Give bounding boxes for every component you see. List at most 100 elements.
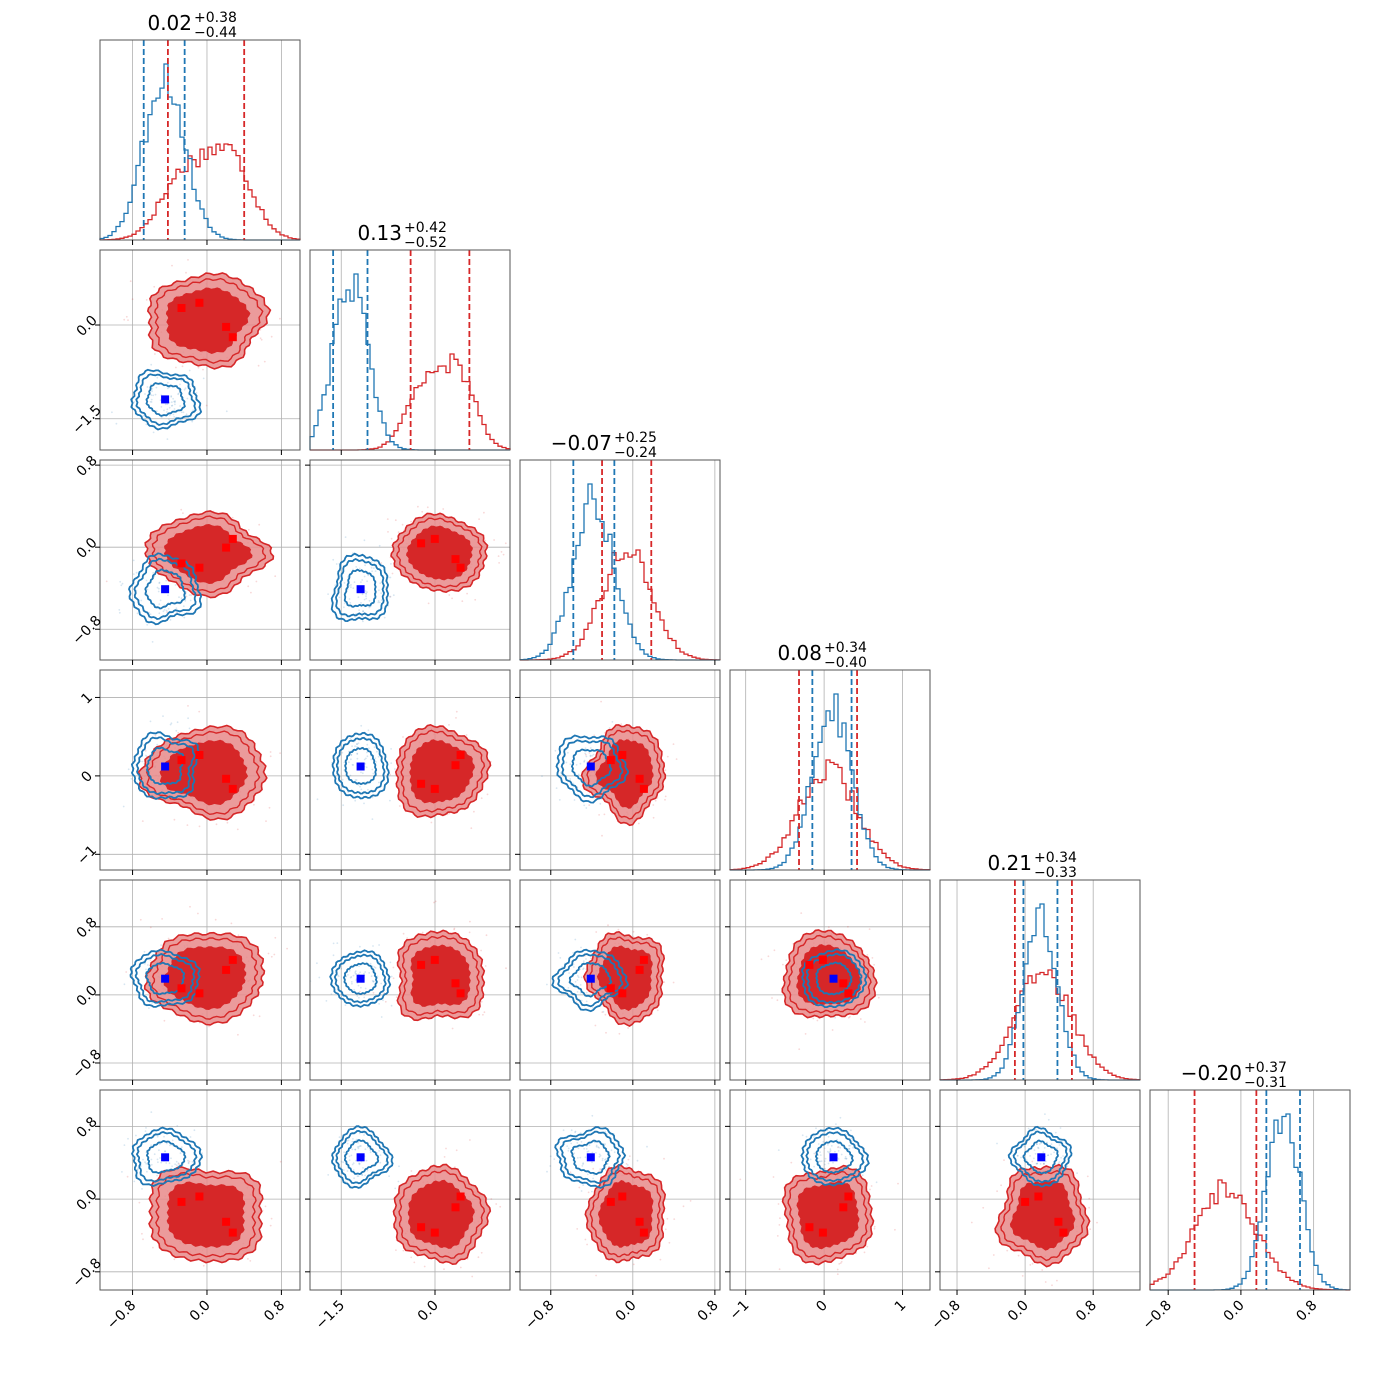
scatter-point-series-a [350, 753, 353, 756]
scatter-point-series-a [164, 1150, 167, 1153]
scatter-point-series-a [130, 777, 133, 780]
scatter-point-series-a [140, 599, 143, 602]
scatter-point-series-a [348, 584, 351, 587]
mode-marker-series-b [635, 774, 644, 783]
scatter-point-series-a [367, 788, 369, 791]
scatter-point-series-a [156, 1158, 159, 1161]
scatter-point-series-b [386, 518, 389, 520]
scatter-point-series-a [133, 1180, 136, 1183]
scatter-point-series-b [672, 981, 675, 984]
scatter-point-series-a [591, 1190, 593, 1193]
mode-marker-series-b [451, 1203, 460, 1212]
scatter-point-series-a [380, 592, 383, 594]
scatter-point-series-a [586, 1151, 589, 1153]
scatter-point-series-b [249, 1260, 252, 1262]
scatter-point-series-b [739, 1178, 742, 1181]
scatter-point-series-a [570, 1142, 573, 1145]
scatter-point-series-b [413, 1261, 416, 1264]
scatter-point-series-a [378, 1150, 380, 1152]
scatter-point-series-a [168, 414, 171, 417]
panel-content [546, 924, 675, 1035]
scatter-point-series-a [344, 536, 347, 538]
scatter-point-series-b [831, 1029, 834, 1031]
scatter-point-series-a [171, 404, 174, 407]
scatter-point-series-a [582, 1163, 584, 1165]
contour-mid-series-a [135, 1131, 198, 1183]
scatter-point-series-a [127, 1137, 129, 1140]
scatter-point-series-a [378, 944, 380, 946]
mode-marker-series-b [228, 784, 237, 793]
scatter-point-series-a [579, 1132, 582, 1134]
scatter-point-series-b [569, 1171, 572, 1174]
contour-inner-series-a [145, 382, 186, 417]
contour-outer-series-a [551, 948, 630, 1013]
panel-title-minus: −0.52 [404, 235, 447, 251]
scatter-point-series-a [177, 393, 180, 396]
scatter-point-series-a [135, 1134, 137, 1137]
contour-mid-series-b [151, 937, 259, 1020]
mode-marker-series-b [417, 1223, 426, 1232]
scatter-point-series-b [1086, 1175, 1089, 1178]
scatter-point-series-b [171, 264, 173, 267]
scatter-point-series-a [336, 974, 339, 977]
panel-frame [729, 669, 931, 871]
scatter-point-series-a [158, 603, 161, 605]
scatter-point-series-a [595, 1152, 597, 1154]
scatter-point-series-a [569, 763, 572, 766]
scatter-point-series-a [353, 988, 356, 991]
scatter-point-series-b [576, 1228, 579, 1230]
mode-marker-series-b [430, 955, 439, 964]
scatter-point-series-a [355, 1159, 357, 1162]
scatter-point-series-a [555, 787, 558, 789]
scatter-point-series-a [813, 1165, 815, 1168]
scatter-point-series-a [168, 418, 170, 421]
scatter-point-series-a [137, 1168, 139, 1170]
scatter-point-series-a [343, 1151, 345, 1154]
scatter-point-series-a [397, 1180, 400, 1183]
scatter-point-series-a [827, 1144, 829, 1146]
scatter-point-series-a [582, 968, 584, 971]
contour-outer-series-a [130, 731, 201, 800]
scatter-point-series-a [350, 758, 352, 761]
scatter-point-series-a [184, 387, 187, 390]
scatter-point-series-b [198, 710, 201, 713]
scatter-point-series-b [469, 920, 471, 923]
scatter-point-series-a [576, 979, 579, 981]
scatter-point-series-b [599, 1168, 602, 1170]
scatter-point-series-a [567, 1149, 570, 1152]
scatter-point-series-a [352, 974, 355, 977]
scatter-point-series-b [269, 755, 272, 758]
scatter-point-series-a [180, 379, 183, 382]
scatter-point-series-a [577, 773, 580, 776]
mode-marker-series-b [195, 751, 204, 759]
scatter-point-series-a [598, 1153, 601, 1156]
scatter-point-series-a [341, 751, 344, 754]
panel-title-plus: +0.34 [1034, 850, 1077, 866]
scatter-point-series-a [361, 615, 364, 618]
scatter-point-series-a [343, 602, 346, 605]
scatter-point-series-a [156, 586, 159, 589]
scatter-point-series-a [357, 596, 360, 599]
scatter-point-series-a [562, 1129, 565, 1132]
scatter-point-series-a [1054, 1131, 1057, 1134]
scatter-point-series-a [595, 1144, 598, 1147]
scatter-point-series-a [610, 1149, 613, 1152]
scatter-point-series-b [258, 523, 261, 526]
diag-panel-2: 0.13 +0.42−0.52 [309, 220, 511, 455]
scatter-point-series-a [584, 1156, 587, 1159]
scatter-point-series-b [129, 280, 132, 283]
scatter-point-series-b [682, 1205, 685, 1208]
scatter-point-series-a [349, 602, 352, 604]
mode-marker-series-b [606, 984, 615, 993]
scatter-point-series-a [363, 996, 366, 999]
scatter-point-series-a [390, 762, 393, 764]
scatter-point-series-a [574, 1131, 576, 1134]
scatter-point-series-b [188, 1160, 191, 1163]
scatter-point-series-a [1039, 1163, 1042, 1165]
scatter-point-series-a [356, 743, 359, 746]
scatter-point-series-a [343, 761, 346, 764]
scatter-point-series-a [996, 1142, 998, 1145]
scatter-point-series-b [664, 798, 666, 801]
scatter-point-series-b [870, 1185, 873, 1187]
scatter-point-series-a [835, 1123, 837, 1125]
